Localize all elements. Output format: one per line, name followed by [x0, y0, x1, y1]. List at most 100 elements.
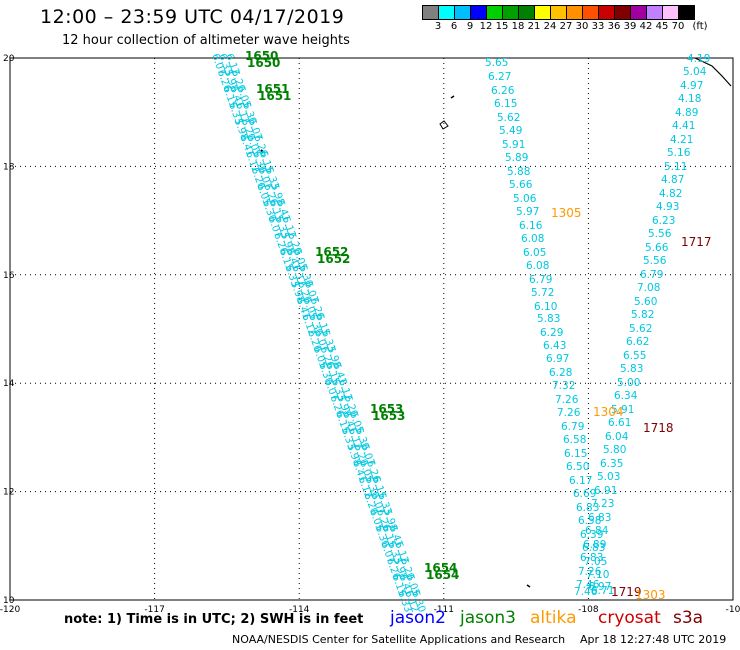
- coastline-fragments: [260, 57, 732, 588]
- altika-wave-value: 7.10: [586, 569, 609, 581]
- map-frame: [9, 57, 734, 601]
- cryosat-wave-value: 5.16: [667, 147, 691, 159]
- altika-wave-value: 5.88: [507, 166, 530, 178]
- altika-wave-value: 6.83: [582, 542, 605, 554]
- jason3-time-label: 1652: [315, 245, 348, 259]
- colorbar-tick: 12: [479, 21, 493, 32]
- colorbar-tick: 45: [655, 21, 669, 32]
- altika-wave-value: 6.58: [578, 515, 601, 527]
- map-border: [9, 57, 734, 601]
- map-gridlines: [10, 58, 733, 600]
- altika-wave-value: 6.08: [521, 233, 544, 245]
- altika-wave-value: 5.91: [502, 139, 525, 151]
- jason3-time-label: 1650: [247, 56, 280, 70]
- cryosat-wave-value: 7.08: [637, 282, 660, 294]
- coastline-segment: [694, 57, 732, 87]
- cryosat-wave-value: 5.56: [643, 255, 667, 267]
- altika-time-label: 1305: [551, 206, 582, 220]
- footer-credit: NOAA/NESDIS Center for Satellite Applica…: [232, 633, 566, 646]
- altika-wave-value: 6.28: [549, 367, 572, 379]
- cryosat-time-label: 1718: [643, 421, 674, 435]
- altika-wave-value: 5.49: [499, 125, 522, 137]
- altika-wave-value: 7.26: [557, 407, 581, 419]
- cryosat-wave-value: 5.66: [645, 242, 669, 254]
- colorbar-tick: 3: [434, 21, 442, 32]
- cryosat-wave-value: 4.97: [680, 80, 703, 92]
- colorbar-tick: 6: [450, 21, 458, 32]
- cryosat-wave-value: 6.62: [626, 336, 649, 348]
- colorbar-tick: 42: [639, 21, 653, 32]
- page-subtitle: 12 hour collection of altimeter wave hei…: [62, 33, 350, 48]
- cryosat-wave-value: 5.80: [603, 444, 626, 456]
- cryosat-wave-value: 5.04: [683, 66, 707, 78]
- altika-wave-value: 6.97: [588, 581, 611, 593]
- altika-wave-value: 5.66: [509, 179, 533, 191]
- wave-height-colorbar: [422, 5, 695, 20]
- cryosat-wave-value: 6.35: [600, 458, 623, 470]
- colorbar-tick: 30: [575, 21, 589, 32]
- cryosat-time-label: 1717: [681, 235, 712, 249]
- altika-wave-value: 6.17: [569, 475, 592, 487]
- altika-wave-value: 6.83: [576, 502, 599, 514]
- cryosat-wave-value: 7.46: [574, 586, 598, 598]
- altika-wave-value: 6.39: [580, 529, 603, 541]
- altika-wave-value: 6.27: [488, 71, 511, 83]
- altika-wave-value: 5.62: [497, 112, 520, 124]
- altika-wave-value: 5.89: [505, 152, 528, 164]
- lat-tick-label: 20: [3, 54, 15, 64]
- legend-s3a: s3a: [673, 608, 704, 628]
- cryosat-wave-value: 4.21: [670, 134, 693, 146]
- altika-wave-value: 6.97: [546, 353, 569, 365]
- lat-tick-label: 18: [3, 162, 15, 172]
- altika-wave-value: 7.26: [555, 394, 579, 406]
- altika-wave-value: 6.69: [573, 488, 596, 500]
- altika-wave-value: 6.26: [491, 85, 515, 97]
- cryosat-wave-value: 5.82: [631, 309, 654, 321]
- altika-wave-value: 5.06: [513, 193, 537, 205]
- altika-wave-value: 6.16: [519, 220, 543, 232]
- footer-timestamp: Apr 18 12:27:48 UTC 2019: [580, 633, 727, 646]
- cryosat-wave-value: 7.46: [576, 579, 600, 591]
- altika-wave-value: 5.83: [537, 313, 560, 325]
- cryosat-wave-value: 5.11: [664, 161, 687, 173]
- cryosat-wave-value: 6.79: [640, 269, 663, 281]
- legend-jason3: jason3: [460, 608, 516, 628]
- colorbar-tick: 15: [495, 21, 509, 32]
- legend-altika: altika: [530, 608, 577, 628]
- altika-wave-value: 6.10: [534, 301, 557, 313]
- jason3-time-label: 1650: [245, 49, 278, 63]
- legend-cryosat: cryosat: [598, 608, 661, 628]
- colorbar-tick: 36: [607, 21, 621, 32]
- cryosat-wave-value: 5.56: [648, 228, 672, 240]
- colorbar-tick: (ft): [692, 21, 708, 32]
- island-outline: [260, 149, 264, 153]
- cryosat-wave-value: 6.83: [580, 552, 603, 564]
- altika-track: 5.656.276.266.155.625.495.915.895.885.66…: [485, 57, 614, 597]
- altika-wave-value: 5.97: [516, 206, 539, 218]
- lat-tick-label: 12: [3, 488, 14, 498]
- cryosat-wave-value: 4.89: [675, 107, 698, 119]
- altika-wave-value: 6.05: [523, 247, 546, 259]
- lon-tick-label: -108: [578, 605, 599, 615]
- cryosat-wave-value: 6.34: [614, 390, 638, 402]
- colorbar-tick: 70: [671, 21, 685, 32]
- altika-wave-value: 5.65: [485, 57, 508, 69]
- jason3-time-label: 1654: [426, 568, 459, 582]
- altika-wave-value: 6.79: [529, 274, 552, 286]
- page-title: 12:00 – 23:59 UTC 04/17/2019: [40, 6, 345, 28]
- lat-tick-label: 16: [3, 271, 15, 281]
- altika-wave-value: 6.79: [561, 421, 584, 433]
- altika-wave-value: 5.72: [531, 287, 554, 299]
- altika-wave-value: 6.58: [563, 434, 586, 446]
- colorbar-tick: 9: [466, 21, 474, 32]
- cryosat-wave-value: 5.00: [617, 377, 640, 389]
- cryosat-wave-value: 7.26: [578, 566, 602, 578]
- lon-tick-label: -117: [144, 605, 164, 615]
- cryosat-wave-value: 5.62: [629, 323, 652, 335]
- jason3-time-label: 1653: [372, 409, 405, 423]
- colorbar-tick: 33: [591, 21, 605, 32]
- cryosat-time-label: 1719: [611, 585, 642, 599]
- axis-tick-labels: -120 -117 -114 -111 -108 -10 20 18 16 14 12 10: [0, 54, 740, 615]
